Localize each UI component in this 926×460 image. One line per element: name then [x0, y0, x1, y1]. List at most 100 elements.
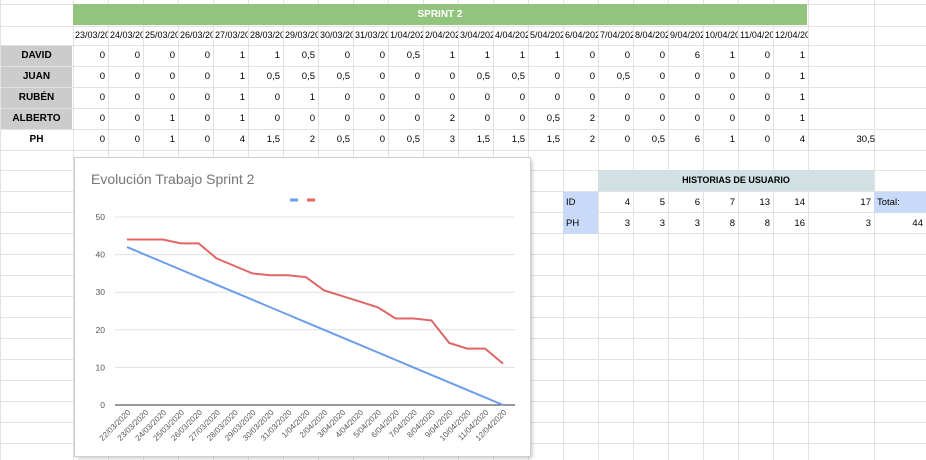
value-cell[interactable]: 4 [799, 134, 805, 145]
hu-total-value[interactable]: 44 [912, 218, 923, 229]
value-cell[interactable]: 0 [134, 92, 140, 103]
value-cell[interactable]: 0,5 [266, 71, 280, 82]
date-header-cell[interactable]: 7/04/202 [600, 30, 633, 40]
hu-total-label[interactable]: Total: [874, 192, 926, 213]
value-cell[interactable]: 0 [764, 134, 770, 145]
value-cell[interactable]: 0,5 [406, 50, 420, 61]
date-header-cell[interactable]: 31/03/20 [355, 30, 388, 40]
date-header-cell[interactable]: 25/03/20 [145, 30, 178, 40]
hu-ph-cell[interactable]: 16 [794, 218, 805, 229]
value-cell[interactable]: 0 [624, 50, 630, 61]
value-cell[interactable]: 0 [99, 113, 105, 124]
value-cell[interactable]: 0 [414, 113, 420, 124]
value-cell[interactable]: 0 [99, 50, 105, 61]
value-cell[interactable]: 1 [799, 113, 805, 124]
date-header-cell[interactable]: 9/04/202 [670, 30, 703, 40]
value-cell[interactable]: 0 [344, 113, 350, 124]
value-cell[interactable]: 0,5 [406, 134, 420, 145]
value-cell[interactable]: 1,5 [546, 134, 560, 145]
hu-ph-cell[interactable]: 3 [659, 218, 665, 229]
hu-ph-cell[interactable]: 3 [865, 218, 871, 229]
value-cell[interactable]: 0,5 [336, 71, 350, 82]
ph-total-cell[interactable]: 30,5 [856, 134, 876, 145]
value-cell[interactable]: 0,5 [476, 71, 490, 82]
row-name-cell[interactable]: RUBÉN [1, 88, 72, 108]
value-cell[interactable]: 0,5 [511, 71, 525, 82]
value-cell[interactable]: 0 [169, 71, 175, 82]
value-cell[interactable]: 0 [554, 92, 560, 103]
value-cell[interactable]: 0 [99, 92, 105, 103]
date-header-cell[interactable]: 26/03/20 [180, 30, 213, 40]
value-cell[interactable]: 0 [624, 92, 630, 103]
date-header-cell[interactable]: 29/03/20 [285, 30, 318, 40]
value-cell[interactable]: 1 [239, 92, 245, 103]
hu-id-cell[interactable]: 17 [860, 197, 871, 208]
value-cell[interactable]: 1,5 [511, 134, 525, 145]
value-cell[interactable]: 2 [589, 113, 595, 124]
value-cell[interactable]: 0 [484, 92, 490, 103]
value-cell[interactable]: 0 [589, 92, 595, 103]
value-cell[interactable]: 0 [449, 71, 455, 82]
value-cell[interactable]: 0 [414, 92, 420, 103]
value-cell[interactable]: 0 [379, 92, 385, 103]
value-cell[interactable]: 1 [169, 134, 175, 145]
value-cell[interactable]: 1 [239, 71, 245, 82]
value-cell[interactable]: 0 [134, 71, 140, 82]
value-cell[interactable]: 3 [449, 134, 455, 145]
value-cell[interactable]: 0 [204, 113, 210, 124]
value-cell[interactable]: 1 [729, 50, 735, 61]
hu-id-label[interactable]: ID [563, 192, 598, 213]
burndown-chart[interactable]: Evolución Trabajo Sprint 2 0 10 20 30 40 50 22… [75, 158, 530, 456]
value-cell[interactable]: 0 [554, 71, 560, 82]
hu-id-cell[interactable]: 6 [694, 197, 700, 208]
value-cell[interactable]: 0 [764, 113, 770, 124]
row-name-cell[interactable]: PH [29, 134, 44, 145]
value-cell[interactable]: 1 [519, 50, 525, 61]
date-header-cell[interactable]: 4/04/202 [495, 30, 528, 40]
value-cell[interactable]: 1 [554, 50, 560, 61]
date-header-cell[interactable]: 2/04/202 [425, 30, 458, 40]
value-cell[interactable]: 0 [379, 113, 385, 124]
hu-ph-cell[interactable]: 3 [694, 218, 700, 229]
date-header-cell[interactable]: 28/03/20 [250, 30, 283, 40]
row-name-cell[interactable]: JUAN [1, 67, 72, 87]
value-cell[interactable]: 0 [519, 113, 525, 124]
value-cell[interactable]: 0 [659, 71, 665, 82]
hu-id-cell[interactable]: 4 [624, 197, 630, 208]
value-cell[interactable]: 0 [659, 92, 665, 103]
value-cell[interactable]: 1 [799, 71, 805, 82]
value-cell[interactable]: 0 [764, 92, 770, 103]
value-cell[interactable]: 0 [729, 92, 735, 103]
value-cell[interactable]: 0 [344, 50, 350, 61]
value-cell[interactable]: 0 [274, 92, 280, 103]
value-cell[interactable]: 1 [449, 50, 455, 61]
date-header-cell[interactable]: 8/04/202 [635, 30, 668, 40]
value-cell[interactable]: 2 [589, 134, 595, 145]
value-cell[interactable]: 0 [764, 71, 770, 82]
value-cell[interactable]: 0 [694, 71, 700, 82]
date-header-cell[interactable]: 1/04/202 [390, 30, 423, 40]
value-cell[interactable]: 0,5 [336, 134, 350, 145]
date-header-cell[interactable]: 12/04/20 [775, 30, 808, 40]
date-header-cell[interactable]: 10/04/20 [705, 30, 738, 40]
value-cell[interactable]: 1 [799, 50, 805, 61]
value-cell[interactable]: 0,5 [301, 71, 315, 82]
value-cell[interactable]: 0 [379, 134, 385, 145]
value-cell[interactable]: 1 [484, 50, 490, 61]
value-cell[interactable]: 0,5 [651, 134, 665, 145]
value-cell[interactable]: 0 [169, 50, 175, 61]
value-cell[interactable]: 0 [204, 134, 210, 145]
value-cell[interactable]: 0 [204, 50, 210, 61]
hu-ph-cell[interactable]: 8 [729, 218, 735, 229]
value-cell[interactable]: 0 [729, 71, 735, 82]
value-cell[interactable]: 0,5 [616, 71, 630, 82]
hu-id-cell[interactable]: 13 [759, 197, 770, 208]
value-cell[interactable]: 0 [274, 113, 280, 124]
hu-id-cell[interactable]: 5 [659, 197, 665, 208]
value-cell[interactable]: 2 [449, 113, 455, 124]
date-header-cell[interactable]: 5/04/202 [530, 30, 563, 40]
value-cell[interactable]: 0 [659, 113, 665, 124]
date-header-cell[interactable]: 6/04/202 [565, 30, 598, 40]
value-cell[interactable]: 1,5 [266, 134, 280, 145]
value-cell[interactable]: 1 [239, 50, 245, 61]
